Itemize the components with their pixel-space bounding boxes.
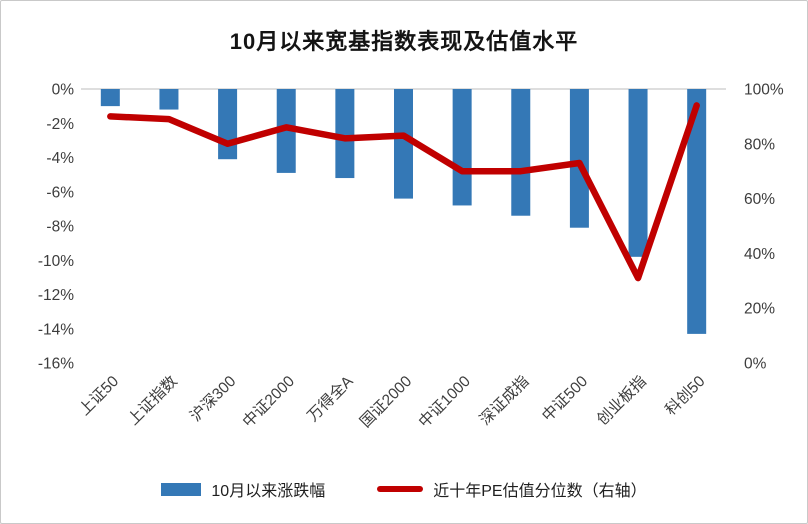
right-axis-tick: 80% [744,136,775,153]
combo-chart-canvas: 0% -2% -4% -6% -8% -10% -12% -14% -16% 100% 80% 60%… [38,82,784,432]
legend-item-bar: 10月以来涨跌幅 [161,477,325,501]
bar-沪深300 [218,89,238,160]
right-axis-tick: 20% [744,301,775,318]
x-axis-label: 中证2000 [239,372,298,431]
right-axis-tick: 100% [744,82,784,99]
x-axis-label: 创业板指 [593,372,650,429]
x-axis-label: 万得全A [304,372,357,425]
right-axis-tick: 60% [744,191,775,208]
x-axis-label: 上证50 [75,372,122,419]
left-axis-tick: -14% [38,321,74,338]
line-series-label: 近十年PE估值分位数（右轴） [433,483,647,500]
left-axis-tick: -8% [46,219,74,236]
left-axis-tick: -12% [38,287,74,304]
left-axis-tick: -4% [46,150,74,167]
bar-科创50 [687,89,707,334]
x-axis-label: 上证指数 [124,372,181,429]
left-axis-tick: -16% [38,356,74,373]
x-axis-label: 中证500 [538,372,591,425]
bar-series-label: 10月以来涨跌幅 [211,483,326,500]
left-axis-tick: -6% [46,184,74,201]
bar-series-swatch-icon [161,482,202,496]
bar-中证2000 [276,89,296,173]
x-axis-label: 中证1000 [415,372,474,431]
legend-item-line: 近十年PE估值分位数（右轴） [377,477,647,501]
left-axis-tick: 0% [52,82,75,99]
bar-国证2000 [394,89,413,199]
x-axis-label: 国证2000 [356,372,415,431]
pe-percentile-line [107,102,700,282]
x-axis-label: 深证成指 [476,372,533,429]
bar-万得全A [335,89,355,179]
bar-中证1000 [452,89,472,206]
left-axis-tick: -10% [38,253,74,270]
bar-上证指数 [159,89,179,110]
bar-创业板指 [628,89,648,257]
chart-title: 10月以来宽基指数表现及估值水平 [229,29,579,54]
x-axis-label: 沪深300 [186,372,239,425]
bar-上证50 [100,89,120,107]
line-series-swatch-icon [377,486,424,492]
chart-legend: 10月以来涨跌幅 近十年PE估值分位数（右轴） [1,477,807,501]
bar-中证500 [569,89,589,228]
right-axis-tick: 0% [744,356,767,373]
x-axis-label: 科创50 [662,372,709,419]
bar-深证成指 [511,89,531,216]
right-axis-tick: 40% [744,246,775,263]
left-axis-tick: -2% [46,116,74,133]
